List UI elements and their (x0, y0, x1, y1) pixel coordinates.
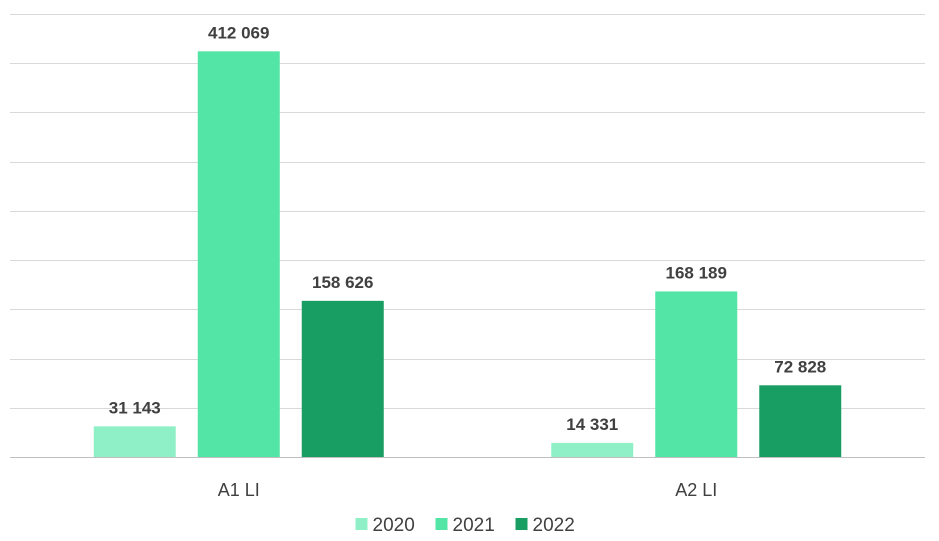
bar-2022-a2-li (759, 385, 842, 457)
category-label: A2 LI (675, 480, 717, 500)
bar-2021-a1-li (197, 51, 280, 457)
data-label: 158 626 (312, 273, 373, 292)
legend-item-2021: 2021 (435, 515, 495, 536)
bars (93, 51, 842, 457)
data-label: 168 189 (666, 263, 727, 282)
bar-2020-a1-li (93, 426, 176, 457)
data-labels: 31 143 412 069 158 626 14 331 168 189 72 828 (109, 23, 827, 434)
legend-label: 2020 (373, 515, 415, 536)
data-label: 14 331 (566, 415, 618, 434)
bar-2020-a2-li (551, 442, 634, 457)
legend-label: 2021 (453, 515, 495, 536)
legend: 2020 2021 2022 (355, 515, 575, 536)
bar-2021-a2-li (655, 291, 738, 457)
category-labels: A1 LI A2 LI (218, 480, 718, 500)
legend-item-2020: 2020 (355, 515, 415, 536)
category-label: A1 LI (218, 480, 260, 500)
data-label: 72 828 (774, 357, 826, 376)
legend-label: 2022 (533, 515, 575, 536)
data-label: 31 143 (109, 398, 161, 417)
legend-swatch (515, 518, 528, 530)
legend-swatch (355, 518, 368, 530)
data-label: 412 069 (208, 23, 269, 42)
legend-swatch (435, 518, 448, 530)
gridlines (10, 14, 925, 458)
bar-2022-a1-li (301, 300, 384, 457)
legend-item-2022: 2022 (515, 515, 575, 536)
